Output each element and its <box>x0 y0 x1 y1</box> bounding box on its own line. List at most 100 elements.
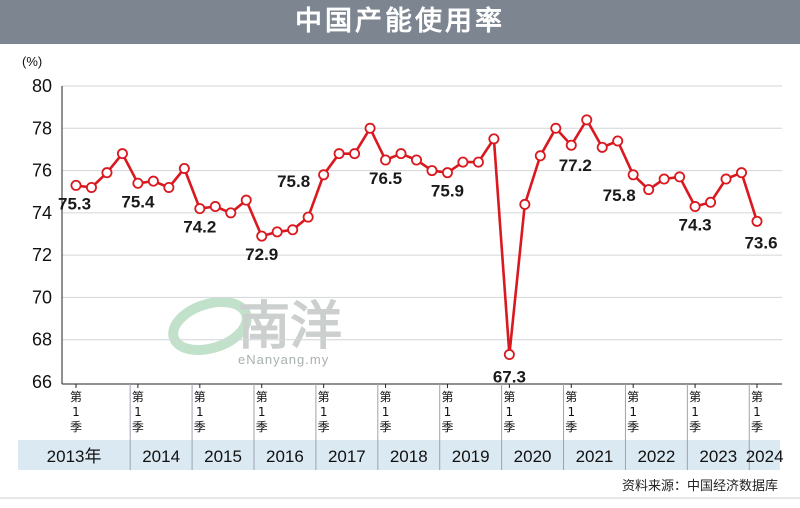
watermark-e-logo <box>168 297 252 355</box>
quarter-marker-char: 1 <box>753 405 761 419</box>
quarter-marker-char: 季 <box>194 420 206 434</box>
quarter-marker-char: 1 <box>629 405 637 419</box>
data-label: 75.4 <box>121 192 155 211</box>
year-label: 2020 <box>514 447 552 466</box>
data-point <box>689 201 701 213</box>
data-point <box>271 226 283 238</box>
y-tick-label: 72 <box>32 245 52 265</box>
year-label: 2014 <box>142 447 180 466</box>
data-label: 67.3 <box>493 368 526 387</box>
data-label: 74.2 <box>183 218 216 237</box>
data-point <box>550 122 562 134</box>
data-point <box>70 179 82 191</box>
data-point <box>643 184 655 196</box>
quarter-marker-char: 1 <box>320 405 328 419</box>
quarter-marker-char: 第 <box>132 390 144 404</box>
quarter-marker-char: 1 <box>72 405 80 419</box>
quarter-marker-char: 季 <box>441 420 453 434</box>
year-label: 2013年 <box>47 447 102 466</box>
data-point <box>256 230 268 242</box>
data-point <box>364 122 376 134</box>
quarter-marker-char: 1 <box>567 405 575 419</box>
data-point <box>736 167 748 179</box>
year-label: 2021 <box>576 447 614 466</box>
data-point <box>163 181 175 193</box>
data-point <box>441 167 453 179</box>
watermark-url: eNanyang.my <box>238 352 329 367</box>
data-point <box>519 198 531 210</box>
series-line <box>70 114 763 361</box>
quarter-marker-char: 季 <box>380 420 392 434</box>
quarter-marker-char: 第 <box>70 390 82 404</box>
line-chart: 南洋 eNanyang.my 66 68 70 72 74 76 78 80 (%) 75.3… <box>0 54 800 499</box>
data-point <box>596 141 608 153</box>
year-label: 2024 <box>746 447 784 466</box>
data-point <box>503 349 515 361</box>
data-label: 75.3 <box>58 194 91 213</box>
y-tick-label: 80 <box>32 76 52 96</box>
quarter-marker-char: 第 <box>503 390 515 404</box>
data-point <box>395 148 407 160</box>
chart-title: 中国产能使用率 <box>295 6 505 37</box>
data-point <box>178 162 190 174</box>
quarter-marker-char: 季 <box>318 420 330 434</box>
data-point <box>349 148 361 160</box>
quarter-marker-char: 第 <box>627 390 639 404</box>
year-label: 2019 <box>452 447 490 466</box>
data-point <box>225 207 237 219</box>
data-point <box>101 167 113 179</box>
quarter-marker-char: 1 <box>134 405 142 419</box>
quarter-marker-char: 第 <box>194 390 206 404</box>
quarter-marker-char: 1 <box>258 405 266 419</box>
y-tick-label: 66 <box>32 372 52 392</box>
quarter-marker-char: 1 <box>382 405 390 419</box>
data-label: 73.6 <box>744 233 777 252</box>
data-point <box>581 114 593 126</box>
year-label: 2017 <box>328 447 366 466</box>
data-point <box>380 154 392 166</box>
data-point <box>674 171 686 183</box>
year-label: 2015 <box>204 447 242 466</box>
title-bar: 中国产能使用率 <box>0 0 800 44</box>
quarter-marker-char: 1 <box>444 405 452 419</box>
quarter-marker-char: 季 <box>751 420 763 434</box>
source-note: 资料来源：中国经济数据库 <box>622 478 778 494</box>
quarter-marker-char: 季 <box>132 420 144 434</box>
data-point <box>302 211 314 223</box>
year-band <box>18 440 780 470</box>
year-label: 2023 <box>699 447 737 466</box>
quarter-marker-char: 1 <box>506 405 514 419</box>
quarter-marker-char: 第 <box>751 390 763 404</box>
watermark-brand: 南洋 <box>238 297 342 357</box>
data-point <box>318 169 330 181</box>
quarter-marker-char: 第 <box>441 390 453 404</box>
data-label: 76.5 <box>369 169 402 188</box>
data-point <box>426 165 438 177</box>
data-point <box>240 194 252 206</box>
y-axis-label: (%) <box>22 54 42 69</box>
data-label: 74.3 <box>679 216 712 235</box>
quarter-marker-char: 季 <box>565 420 577 434</box>
year-label: 2018 <box>390 447 428 466</box>
data-label: 75.8 <box>603 186 636 205</box>
quarter-marker-char: 季 <box>256 420 268 434</box>
data-point <box>209 201 221 213</box>
quarter-marker-char: 季 <box>689 420 701 434</box>
data-label: 72.9 <box>245 245 278 264</box>
data-label: 75.9 <box>431 182 464 201</box>
data-point <box>565 139 577 151</box>
quarter-marker-char: 季 <box>503 420 515 434</box>
quarter-marker-char: 第 <box>565 390 577 404</box>
quarter-marker-char: 第 <box>256 390 268 404</box>
year-label: 2022 <box>637 447 675 466</box>
quarter-marker-char: 1 <box>196 405 204 419</box>
data-point <box>287 224 299 236</box>
watermark: 南洋 eNanyang.my <box>168 297 342 367</box>
data-point <box>705 196 717 208</box>
data-point <box>410 154 422 166</box>
data-labels: 75.3 75.4 74.2 72.9 75.8 76.5 75.9 67.3 77.2 75.8… <box>58 156 778 386</box>
data-point <box>85 181 97 193</box>
data-point <box>720 173 732 185</box>
quarter-marker-char: 第 <box>380 390 392 404</box>
